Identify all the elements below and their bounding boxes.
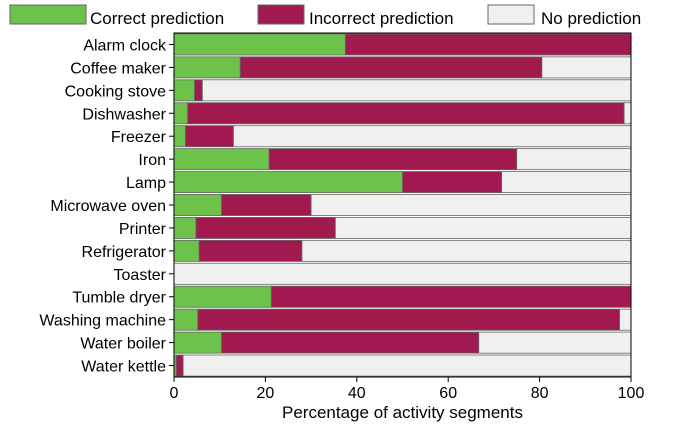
x-axis: 0 20 40 60 80 100 bbox=[170, 377, 645, 402]
bar-microwave-oven-correct-prediction bbox=[173, 194, 222, 216]
legend-swatch-no-prediction bbox=[487, 4, 535, 25]
x-tick-label-40: 40 bbox=[348, 385, 366, 402]
bar-dishwasher-correct-prediction bbox=[173, 102, 189, 125]
category-label-water-kettle: Water kettle bbox=[81, 359, 166, 376]
legend: Correct prediction Incorrect prediction No… bbox=[9, 4, 641, 28]
x-tick-label-20: 20 bbox=[257, 385, 275, 402]
bar-toaster-no-prediction bbox=[173, 262, 632, 285]
plot-frame bbox=[173, 32, 632, 378]
bar-iron-correct-prediction bbox=[173, 148, 270, 171]
bar-washing-machine-correct-prediction bbox=[173, 308, 199, 331]
bar-printer-incorrect-prediction bbox=[195, 216, 336, 239]
bar-microwave-oven-no-prediction bbox=[310, 194, 632, 216]
x-tick-label-100: 100 bbox=[618, 385, 645, 402]
category-label-water-boiler: Water boiler bbox=[80, 336, 166, 353]
category-label-tumble-dryer: Tumble dryer bbox=[72, 290, 166, 307]
category-label-lamp: Lamp bbox=[126, 175, 166, 192]
bar-water-boiler-correct-prediction bbox=[173, 331, 222, 354]
bar-coffee-maker-no-prediction bbox=[541, 56, 632, 79]
bar-refrigerator-no-prediction bbox=[301, 239, 632, 262]
bar-freezer-incorrect-prediction bbox=[185, 125, 234, 148]
category-label-refrigerator: Refrigerator bbox=[82, 244, 167, 261]
bar-iron-no-prediction bbox=[516, 148, 632, 171]
bar-dishwasher-incorrect-prediction bbox=[187, 102, 625, 125]
bar-alarm-clock-correct-prediction bbox=[173, 33, 346, 56]
bar-coffee-maker-incorrect-prediction bbox=[239, 56, 543, 79]
bar-coffee-maker-correct-prediction bbox=[173, 56, 241, 79]
bar-water-boiler-incorrect-prediction bbox=[221, 331, 480, 354]
bar-tumble-dryer-incorrect-prediction bbox=[270, 285, 632, 308]
legend-label-incorrect-prediction: Incorrect prediction bbox=[309, 9, 454, 28]
x-tick-label-60: 60 bbox=[439, 385, 457, 402]
x-axis-label: Percentage of activity segments bbox=[282, 403, 523, 422]
bar-water-kettle-no-prediction bbox=[182, 354, 632, 377]
bars bbox=[173, 33, 632, 377]
bar-washing-machine-incorrect-prediction bbox=[197, 308, 620, 331]
bar-freezer-no-prediction bbox=[233, 125, 632, 148]
category-label-coffee-maker: Coffee maker bbox=[70, 60, 166, 77]
bar-cooking-stove-correct-prediction bbox=[173, 79, 195, 102]
category-label-alarm-clock: Alarm clock bbox=[83, 37, 167, 54]
bar-cooking-stove-incorrect-prediction bbox=[194, 79, 203, 102]
bar-alarm-clock-incorrect-prediction bbox=[344, 33, 632, 56]
legend-swatch-correct-prediction bbox=[9, 4, 87, 25]
legend-label-correct-prediction: Correct prediction bbox=[90, 9, 224, 28]
bar-lamp-no-prediction bbox=[501, 171, 632, 194]
category-label-cooking-stove: Cooking stove bbox=[65, 83, 166, 100]
bar-cooking-stove-no-prediction bbox=[201, 79, 632, 102]
y-axis: Alarm clock Coffee maker Cooking stove Dish… bbox=[39, 37, 174, 376]
bar-water-boiler-no-prediction bbox=[478, 331, 632, 354]
category-label-microwave-oven: Microwave oven bbox=[50, 198, 166, 215]
bar-iron-incorrect-prediction bbox=[268, 148, 518, 171]
x-tick-label-80: 80 bbox=[531, 385, 549, 402]
category-label-toaster: Toaster bbox=[114, 267, 167, 284]
category-label-freezer: Freezer bbox=[111, 129, 167, 146]
bar-lamp-correct-prediction bbox=[173, 171, 403, 194]
bar-tumble-dryer-correct-prediction bbox=[173, 285, 272, 308]
bar-printer-correct-prediction bbox=[173, 216, 197, 239]
category-label-iron: Iron bbox=[138, 152, 166, 169]
bar-dishwasher-no-prediction bbox=[623, 102, 632, 125]
bar-refrigerator-incorrect-prediction bbox=[198, 239, 303, 262]
category-label-printer: Printer bbox=[119, 221, 167, 238]
bar-lamp-incorrect-prediction bbox=[402, 171, 503, 194]
bar-printer-no-prediction bbox=[334, 216, 632, 239]
legend-swatch-incorrect-prediction bbox=[257, 4, 305, 25]
bar-freezer-correct-prediction bbox=[173, 125, 186, 148]
x-tick-label-0: 0 bbox=[170, 385, 179, 402]
bar-water-kettle-incorrect-prediction bbox=[175, 354, 184, 377]
legend-label-no-prediction: No prediction bbox=[541, 9, 641, 28]
category-label-dishwasher: Dishwasher bbox=[82, 106, 166, 123]
category-label-washing-machine: Washing machine bbox=[39, 313, 166, 330]
bar-microwave-oven-incorrect-prediction bbox=[221, 194, 312, 216]
bar-refrigerator-correct-prediction bbox=[173, 239, 200, 262]
bar-washing-machine-no-prediction bbox=[619, 308, 632, 331]
